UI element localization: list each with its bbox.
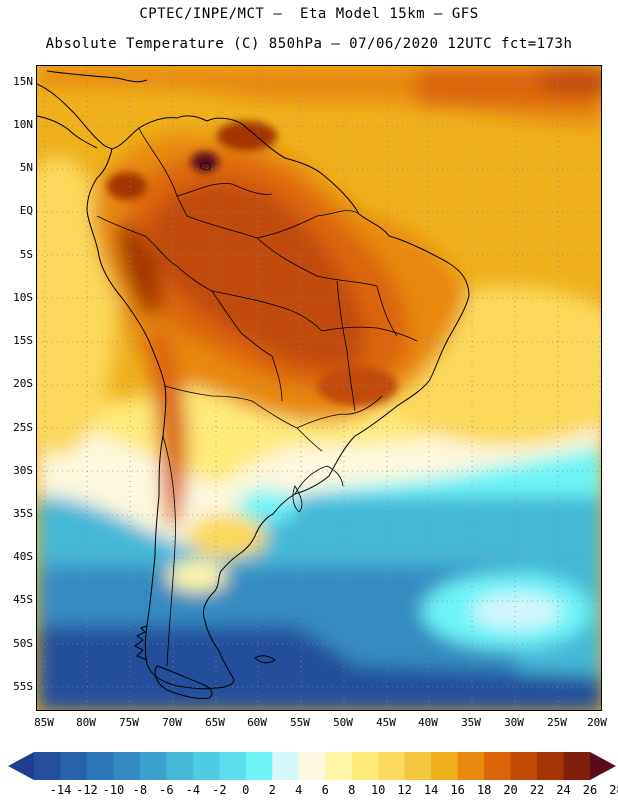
colorbar-tick-label: 6 xyxy=(321,783,329,797)
colorbar-swatch xyxy=(192,752,220,780)
map-title-line1: CPTEC/INPE/MCT – Eta Model 15km – GFS xyxy=(139,6,479,22)
colorbar-swatch xyxy=(457,752,485,780)
colorbar-swatch xyxy=(537,752,565,780)
colorbar-swatch xyxy=(563,752,591,780)
lon-label: 50W xyxy=(333,716,353,729)
colorbar-tick-label: 20 xyxy=(503,783,518,797)
lon-label: 55W xyxy=(290,716,310,729)
colorbar-tick-label: 24 xyxy=(556,783,571,797)
colorbar-tick-label: 22 xyxy=(529,783,545,797)
colorbar-swatch xyxy=(351,752,379,780)
colorbar-tick-label: -4 xyxy=(185,783,201,797)
map-title-line2: Absolute Temperature (C) 850hPa – 07/06/… xyxy=(45,36,573,52)
colorbar-swatch xyxy=(34,752,61,780)
colorbar-tick-label: -14 xyxy=(49,783,72,797)
colorbar-swatch xyxy=(219,752,247,780)
colorbar-tick-label: 26 xyxy=(582,783,598,797)
colorbar-tick-label: -2 xyxy=(212,783,227,797)
colorbar-swatch xyxy=(298,752,326,780)
lon-label: 45W xyxy=(376,716,396,729)
colorbar-tick-label: 10 xyxy=(370,783,386,797)
colorbar-swatch xyxy=(272,752,300,780)
colorbar-tick-label: -10 xyxy=(102,783,125,797)
lon-label: 25W xyxy=(547,716,567,729)
colorbar-swatch xyxy=(139,752,167,780)
colorbar-swatch xyxy=(113,752,141,780)
colorbar-tick-label: 16 xyxy=(450,783,465,797)
lat-label: 55S xyxy=(13,680,33,693)
lon-label: 65W xyxy=(205,716,225,729)
colorbar-swatch xyxy=(245,752,273,780)
lat-label: EQ xyxy=(19,204,33,217)
lat-label: 15N xyxy=(13,75,33,88)
colorbar-tick-label: 28 xyxy=(609,783,618,797)
colorbar-swatch xyxy=(325,752,353,780)
colorbar-tick-label: 8 xyxy=(348,783,356,797)
colorbar-swatch xyxy=(166,752,194,780)
colorbar-high-arrow xyxy=(590,752,616,780)
lon-label: 75W xyxy=(119,716,139,729)
country-borders xyxy=(96,127,418,667)
colorbar-low-arrow xyxy=(8,752,34,780)
temperature-field xyxy=(37,66,601,710)
colorbar-swatch xyxy=(404,752,432,780)
colorbar-swatch xyxy=(378,752,406,780)
lat-label: 20S xyxy=(13,377,33,390)
colorbar-tick-label: 12 xyxy=(397,783,412,797)
colorbar-swatch xyxy=(510,752,538,780)
lat-label: 45S xyxy=(13,593,33,606)
lon-label: 70W xyxy=(162,716,182,729)
temperature-map xyxy=(36,65,602,711)
lat-label: 10S xyxy=(13,291,33,304)
lon-label: 60W xyxy=(247,716,267,729)
lat-label: 10N xyxy=(13,118,33,131)
lat-label: 35S xyxy=(13,507,33,520)
lat-label: 15S xyxy=(13,334,33,347)
lat-label: 30S xyxy=(13,464,33,477)
lon-label: 20W xyxy=(587,716,607,729)
colorbar-tick-label: 0 xyxy=(242,783,250,797)
colorbar-swatch xyxy=(484,752,512,780)
coastlines xyxy=(37,70,470,699)
colorbar-tick-label: 14 xyxy=(423,783,439,797)
colorbar-swatch xyxy=(431,752,459,780)
colorbar-swatch xyxy=(86,752,114,780)
lat-label: 25S xyxy=(13,421,33,434)
colorbar-tick-label: 18 xyxy=(476,783,492,797)
lat-label: 40S xyxy=(13,550,33,563)
lon-label: 80W xyxy=(76,716,96,729)
lon-label: 30W xyxy=(504,716,524,729)
lat-label: 50S xyxy=(13,637,33,650)
lat-label: 5N xyxy=(19,161,33,174)
colorbar-tick-label: 2 xyxy=(268,783,276,797)
temperature-colorbar xyxy=(8,752,616,780)
lon-label: 85W xyxy=(34,716,54,729)
lon-label: 35W xyxy=(461,716,481,729)
colorbar-tick-label: -12 xyxy=(76,783,98,797)
colorbar-swatch xyxy=(60,752,88,780)
colorbar-tick-label: -8 xyxy=(132,783,148,797)
colorbar-tick-label: -6 xyxy=(159,783,174,797)
lon-label: 40W xyxy=(418,716,438,729)
lakes xyxy=(200,162,303,513)
lat-label: 5S xyxy=(19,248,33,261)
colorbar-tick-label: 4 xyxy=(295,783,303,797)
